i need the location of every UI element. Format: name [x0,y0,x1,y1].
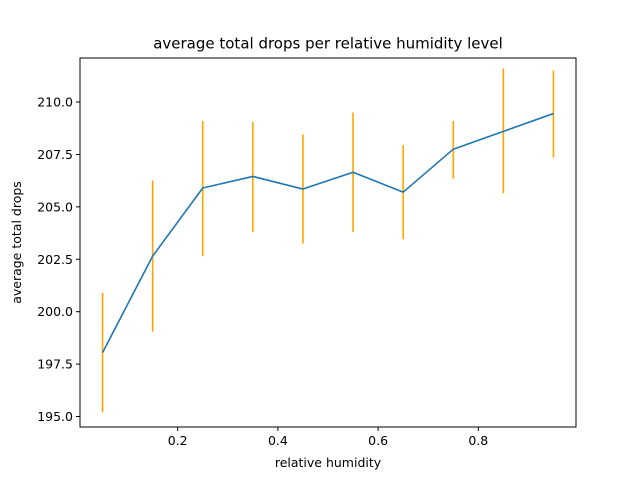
y-tick-label: 207.5 [37,147,73,162]
y-axis-ticks: 195.0 197.5 200.0 202.5 205.0 207.5 210.0 [37,95,80,424]
chart-title: average total drops per relative humidit… [153,35,503,53]
y-tick-label: 200.0 [37,304,73,319]
x-axis-label: relative humidity [275,455,382,470]
y-tick-label: 202.5 [37,252,73,267]
x-tick-label: 0.6 [368,433,388,448]
y-tick-label: 205.0 [37,199,73,214]
x-axis-ticks: 0.2 0.4 0.6 0.8 [168,427,488,448]
series-line [101,112,554,353]
plot-area-frame [79,57,577,428]
x-tick-label: 0.2 [168,433,188,448]
y-axis-label: average total drops [9,181,24,304]
y-tick-label: 197.5 [37,357,73,372]
x-tick-label: 0.8 [468,433,488,448]
error-bars [101,68,555,413]
series-group [101,112,554,353]
x-tick-label: 0.4 [268,433,288,448]
y-tick-label: 195.0 [37,409,73,424]
y-tick-label: 210.0 [37,95,73,110]
